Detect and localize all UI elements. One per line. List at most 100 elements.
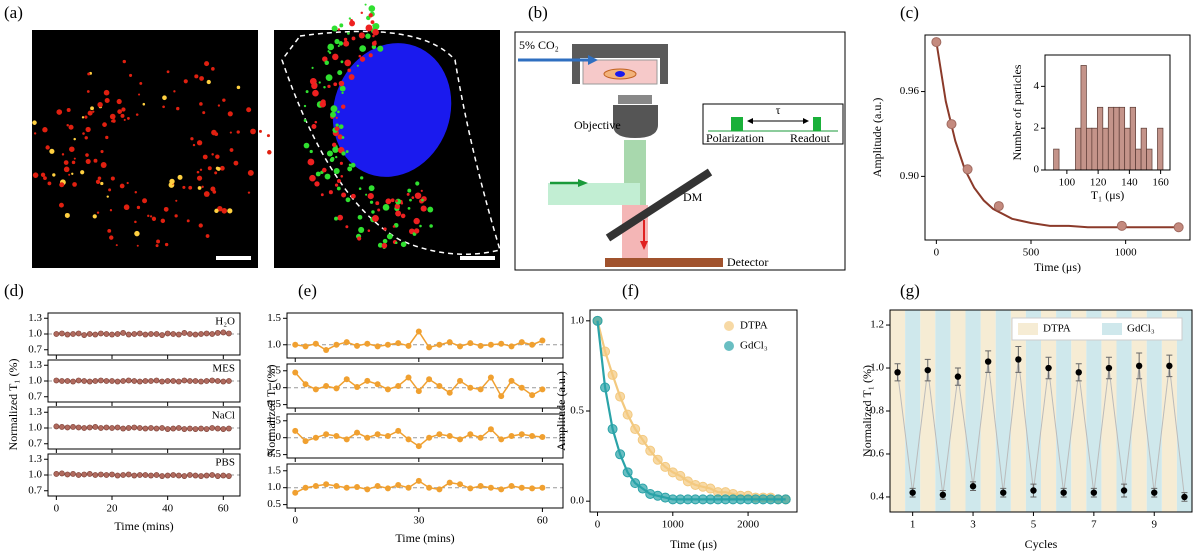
point bbox=[109, 471, 115, 478]
punctum bbox=[267, 150, 272, 155]
punctum bbox=[343, 37, 348, 42]
point bbox=[209, 331, 216, 337]
punctum bbox=[315, 171, 321, 177]
punctum bbox=[348, 17, 352, 20]
point bbox=[136, 330, 143, 337]
punctum bbox=[163, 206, 169, 212]
legend-label: GdCl₃ bbox=[740, 340, 768, 352]
point bbox=[164, 378, 171, 384]
point bbox=[59, 378, 65, 384]
punctum bbox=[344, 59, 352, 67]
point bbox=[343, 436, 350, 443]
punctum bbox=[382, 204, 390, 211]
punctum bbox=[337, 134, 343, 140]
point bbox=[894, 369, 901, 376]
point bbox=[539, 484, 546, 491]
punctum bbox=[341, 91, 344, 95]
point bbox=[931, 37, 942, 48]
punctum bbox=[407, 188, 412, 193]
arrow-head bbox=[578, 179, 588, 187]
point bbox=[175, 472, 182, 479]
punctum bbox=[183, 79, 188, 84]
point bbox=[446, 339, 453, 346]
point bbox=[436, 341, 443, 348]
point bbox=[405, 374, 412, 381]
punctum bbox=[357, 214, 363, 220]
punctum bbox=[33, 132, 37, 135]
point bbox=[467, 384, 474, 391]
point bbox=[170, 331, 177, 337]
point bbox=[97, 425, 104, 431]
punctum bbox=[72, 182, 77, 187]
punctum bbox=[411, 196, 415, 199]
y-tick-label: 0.90 bbox=[900, 170, 920, 182]
punctum bbox=[367, 192, 374, 200]
punctum bbox=[151, 216, 157, 221]
punctum bbox=[177, 174, 183, 180]
objective bbox=[613, 105, 658, 138]
point bbox=[114, 331, 121, 337]
point bbox=[630, 478, 641, 489]
punctum bbox=[314, 181, 320, 187]
punctum bbox=[45, 145, 50, 150]
punctum bbox=[347, 68, 352, 73]
punctum bbox=[368, 5, 376, 12]
point bbox=[343, 484, 350, 491]
point bbox=[1116, 220, 1127, 231]
stripe bbox=[1131, 310, 1147, 512]
connector bbox=[912, 370, 929, 493]
punctum bbox=[115, 244, 118, 247]
point bbox=[395, 427, 402, 434]
punctum bbox=[175, 199, 178, 202]
objective-top bbox=[618, 95, 652, 104]
punctum bbox=[199, 102, 203, 106]
point bbox=[426, 434, 433, 441]
connector bbox=[897, 372, 914, 493]
y-axis-label: Normalized T₁ (%) bbox=[6, 359, 20, 451]
connector bbox=[957, 376, 974, 487]
stripe bbox=[1010, 310, 1026, 512]
bar bbox=[1096, 106, 1104, 171]
point bbox=[92, 331, 99, 338]
point bbox=[192, 426, 199, 432]
point bbox=[374, 431, 381, 438]
connector bbox=[1048, 367, 1065, 493]
point bbox=[209, 472, 216, 478]
micrograph bbox=[32, 30, 258, 268]
dichroic-mirror bbox=[605, 168, 713, 242]
punctum bbox=[108, 188, 112, 192]
y-tick-label: 1.5 bbox=[267, 464, 281, 476]
y-tick-label: 1.0 bbox=[28, 422, 42, 434]
punctum bbox=[372, 28, 379, 36]
subplot-label: MES bbox=[212, 363, 235, 375]
point bbox=[181, 330, 188, 336]
punctum bbox=[351, 36, 356, 41]
point bbox=[487, 341, 494, 348]
punctum bbox=[87, 72, 91, 76]
punctum bbox=[358, 226, 365, 233]
axes-frame bbox=[286, 463, 564, 509]
punctum bbox=[337, 110, 340, 114]
point bbox=[131, 472, 138, 479]
readout-label: Readout bbox=[790, 131, 831, 145]
point bbox=[508, 483, 515, 489]
point bbox=[518, 339, 525, 346]
punctum bbox=[68, 173, 71, 176]
punctum bbox=[368, 185, 375, 192]
point bbox=[1181, 493, 1188, 501]
punctum bbox=[229, 131, 232, 134]
punctum bbox=[173, 90, 176, 93]
green-beam bbox=[548, 183, 640, 205]
punctum bbox=[266, 134, 270, 138]
punctum bbox=[117, 109, 122, 114]
punctum bbox=[162, 105, 165, 109]
punctum bbox=[136, 244, 139, 247]
x-axis-label: T₁ (μs) bbox=[1091, 188, 1125, 202]
punctum bbox=[409, 198, 412, 202]
panel-label: (b) bbox=[528, 3, 548, 22]
point bbox=[498, 340, 505, 347]
point bbox=[170, 378, 177, 384]
y-tick-label: 1.3 bbox=[28, 312, 42, 324]
point bbox=[86, 424, 93, 431]
